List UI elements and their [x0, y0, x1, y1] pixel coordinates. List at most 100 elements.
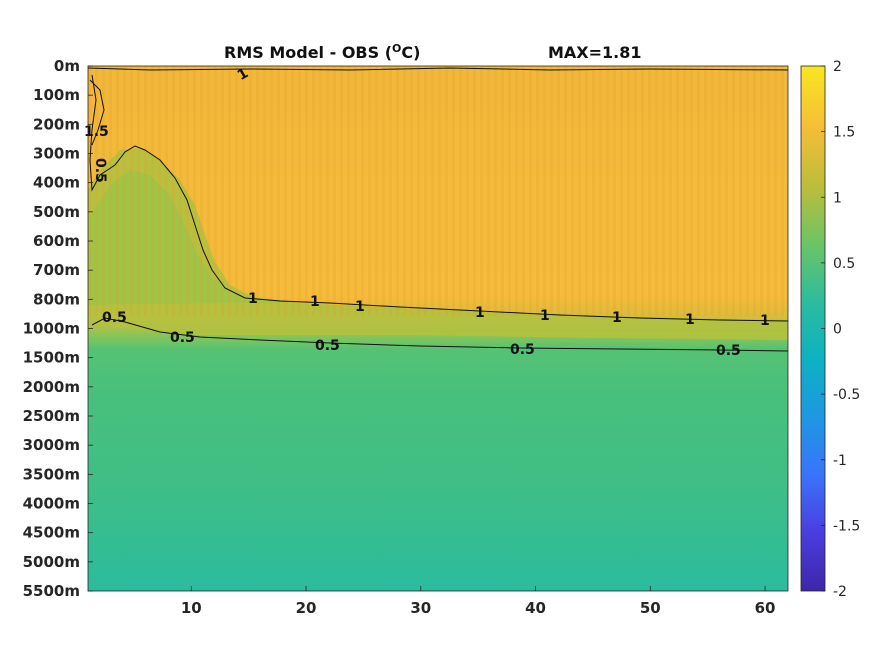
colorbar-tick-label: -1.5 [833, 518, 860, 534]
stripe [368, 66, 371, 316]
y-tick-label: 5500m [23, 582, 80, 600]
contour-1-top [87, 67, 789, 71]
contour-label: 1.5 [84, 124, 109, 140]
contour-1 [89, 74, 789, 322]
stripe [186, 66, 189, 316]
colorbar-tick-label: 1 [833, 190, 842, 206]
stripe [718, 66, 721, 316]
stripe [326, 66, 329, 316]
stripe [116, 66, 119, 316]
stripe [193, 66, 196, 316]
stripe [354, 66, 357, 316]
chart-max-label: MAX=1.81 [548, 43, 642, 62]
stripe [130, 66, 133, 316]
stripe [277, 66, 280, 316]
stripe [557, 66, 560, 316]
stripe [487, 66, 490, 316]
stripe [242, 66, 245, 316]
x-tick-label: 50 [640, 599, 661, 617]
stripe [515, 66, 518, 316]
contour-label: 0.5 [102, 310, 127, 326]
stripe [235, 66, 238, 316]
stripe [305, 66, 308, 316]
x-tick-label: 40 [525, 599, 546, 617]
y-tick-label: 800m [33, 290, 80, 308]
contour-lines [87, 67, 789, 352]
colorbar-tick-label: 0.5 [833, 256, 855, 272]
stripe [473, 66, 476, 316]
stripe [256, 66, 259, 316]
stripe [578, 66, 581, 316]
stripe [641, 66, 644, 316]
stripe [725, 66, 728, 316]
contour-label: 1 [760, 313, 770, 329]
contour-label: 0.5 [92, 158, 108, 183]
stripe [151, 66, 154, 316]
stripe [704, 66, 707, 316]
stripe [634, 66, 637, 316]
stripe [382, 66, 385, 316]
colorbar-ticks: 2 1.5 1 0.5 0 -0.5 -1 -1.5 -2 [821, 59, 860, 600]
stripe [690, 66, 693, 316]
stripe [410, 66, 413, 316]
y-tick-label: 4500m [23, 524, 80, 542]
stripe [746, 66, 749, 316]
x-tick-label: 60 [755, 599, 776, 617]
y-tick-label: 1000m [23, 320, 80, 338]
stripe [284, 66, 287, 316]
stripe [88, 66, 91, 316]
stripe [655, 66, 658, 316]
stripe [620, 66, 623, 316]
stripe [340, 66, 343, 316]
y-tick-label: 3500m [23, 465, 80, 483]
stripe [774, 66, 777, 316]
stripe [172, 66, 175, 316]
y-tick-label: 2000m [23, 378, 80, 396]
stripe [347, 66, 350, 316]
contour-label: 1 [685, 312, 695, 328]
stripe [375, 66, 378, 316]
stripe [333, 66, 336, 316]
colorbar-tick-label: -2 [833, 584, 847, 600]
contour-label: 0.5 [716, 343, 741, 359]
stripe [298, 66, 301, 316]
stripe [543, 66, 546, 316]
contour-label: 0.5 [510, 342, 535, 358]
stripe [739, 66, 742, 316]
stripe [221, 66, 224, 316]
stripe [732, 66, 735, 316]
stripe [452, 66, 455, 316]
stripe [585, 66, 588, 316]
contour-label: 0.5 [170, 330, 195, 346]
stripe [606, 66, 609, 316]
stripe [158, 66, 161, 316]
y-tick-label: 1500m [23, 349, 80, 367]
colorbar-tick-label: 0 [833, 322, 842, 338]
stripe [536, 66, 539, 316]
y-tick-label: 100m [33, 86, 80, 104]
stripe [466, 66, 469, 316]
stripe [424, 66, 427, 316]
contour-label: 1 [248, 291, 258, 307]
y-tick-label: 5000m [23, 553, 80, 571]
stripe [291, 66, 294, 316]
contour-0.5 [91, 317, 789, 352]
x-tick-label: 20 [296, 599, 317, 617]
stripe [669, 66, 672, 316]
stripe [676, 66, 679, 316]
contour-label: 1 [310, 294, 320, 310]
stripe [123, 66, 126, 316]
colorbar-tick-label: 1.5 [833, 125, 855, 141]
stripe [711, 66, 714, 316]
stripe [396, 66, 399, 316]
stripe [781, 66, 784, 316]
stripe [522, 66, 525, 316]
y-tick-label: 500m [33, 203, 80, 221]
stripe [438, 66, 441, 316]
stripe [648, 66, 651, 316]
contour-label: 1 [355, 299, 365, 315]
stripe [529, 66, 532, 316]
y-tick-label: 2500m [23, 407, 80, 425]
chart-title: RMS Model - OBS (OC) [224, 42, 420, 62]
